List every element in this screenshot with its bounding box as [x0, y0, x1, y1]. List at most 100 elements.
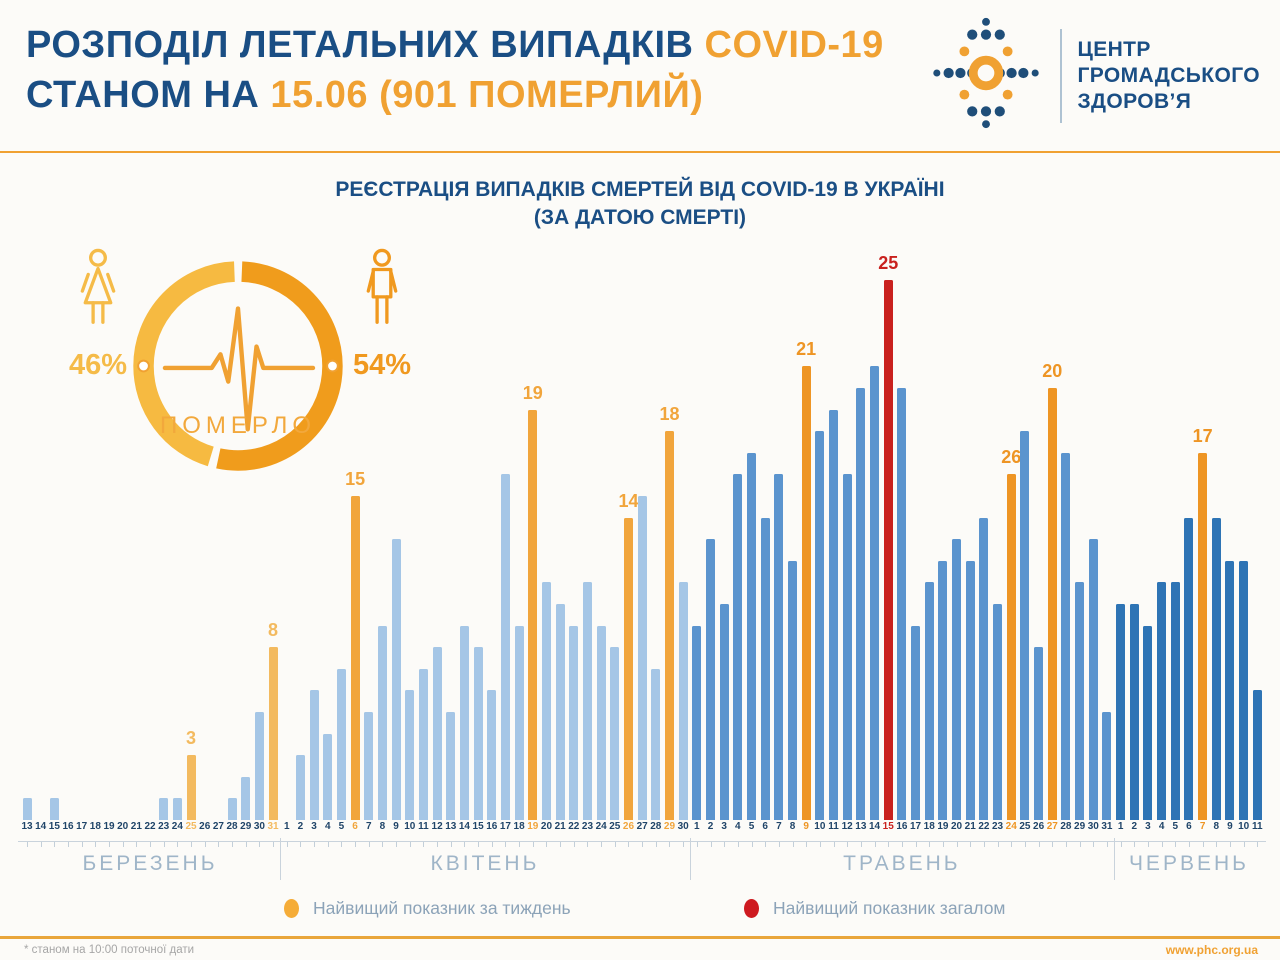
date-label-ТРАВЕНЬ-13: 13 — [855, 821, 867, 832]
bar-ТРАВЕНЬ-4 — [733, 474, 743, 820]
axis-tick — [396, 842, 398, 847]
date-label-ТРАВЕНЬ-27: 27 — [1046, 821, 1058, 832]
axis-tick — [327, 842, 329, 847]
chart-title: РЕЄСТРАЦІЯ ВИПАДКІВ СМЕРТЕЙ ВІД COVID-19… — [0, 176, 1280, 232]
date-label-ТРАВЕНЬ-14: 14 — [868, 821, 881, 832]
bar-ЧЕРВЕНЬ-3 — [1143, 625, 1153, 820]
orange-dot-icon — [284, 899, 299, 918]
axis-tick — [232, 842, 234, 847]
bar-ТРАВЕНЬ-14 — [870, 366, 880, 820]
value-label-КВІТЕНЬ-26: 14 — [618, 490, 639, 511]
date-label-ТРАВЕНЬ-29: 29 — [1074, 821, 1086, 832]
date-label-БЕРЕЗЕНЬ-20: 20 — [117, 821, 129, 832]
bar-ЧЕРВЕНЬ-7 — [1198, 452, 1208, 820]
bar-ТРАВЕНЬ-3 — [719, 604, 729, 820]
bar-КВІТЕНЬ-3 — [309, 690, 319, 820]
date-label-ЧЕРВЕНЬ-5: 5 — [1172, 821, 1179, 832]
axis-tick — [1257, 842, 1259, 847]
date-label-ТРАВЕНЬ-20: 20 — [950, 821, 963, 832]
bar-ТРАВЕНЬ-26 — [1034, 647, 1044, 820]
axis-tick — [273, 842, 275, 847]
bar-КВІТЕНЬ-8 — [377, 625, 387, 820]
red-dot-icon — [744, 899, 759, 918]
axis-tick — [368, 842, 370, 847]
date-label-ЧЕРВЕНЬ-4: 4 — [1158, 821, 1165, 832]
date-label-КВІТЕНЬ-9: 9 — [393, 821, 399, 832]
date-label-ТРАВЕНЬ-6: 6 — [762, 821, 768, 832]
axis-tick — [806, 842, 808, 847]
date-label-КВІТЕНЬ-21: 21 — [554, 821, 566, 832]
logo-text: ЦЕНТР ГРОМАДСЬКОГО ЗДОРОВ’Я — [1077, 37, 1260, 115]
date-label-БЕРЕЗЕНЬ-24: 24 — [171, 821, 183, 832]
axis-tick — [1079, 842, 1081, 847]
date-label-ТРАВЕНЬ-1: 1 — [694, 821, 700, 832]
axis-tick — [778, 842, 780, 847]
axis-tick — [765, 842, 767, 847]
date-label-БЕРЕЗЕНЬ-18: 18 — [89, 821, 101, 832]
axis-tick — [218, 842, 220, 847]
bar-ЧЕРВЕНЬ-4 — [1157, 582, 1167, 820]
date-label-БЕРЕЗЕНЬ-15: 15 — [48, 821, 60, 832]
bar-ТРАВЕНЬ-27 — [1047, 388, 1057, 820]
phc-logo: ЦЕНТР ГРОМАДСЬКОГО ЗДОРОВ’Я — [927, 14, 1260, 137]
bar-КВІТЕНЬ-26 — [623, 517, 633, 820]
date-label-КВІТЕНЬ-16: 16 — [486, 821, 498, 832]
axis-tick — [710, 842, 712, 847]
bar-КВІТЕНЬ-14 — [459, 625, 469, 820]
bar-ТРАВЕНЬ-16 — [897, 388, 907, 820]
date-label-КВІТЕНЬ-17: 17 — [499, 821, 511, 832]
bar-КВІТЕНЬ-2 — [295, 755, 305, 820]
legend-overall-max-label: Найвищий показник загалом — [773, 898, 1006, 918]
axis-tick — [874, 842, 876, 847]
bar-БЕРЕЗЕНЬ-15 — [49, 798, 59, 820]
date-label-БЕРЕЗЕНЬ-31: 31 — [267, 821, 279, 832]
bar-ТРАВЕНЬ-18 — [924, 582, 934, 820]
axis-tick — [1106, 842, 1108, 847]
month-label-БЕРЕЗЕНЬ: БЕРЕЗЕНЬ — [82, 852, 218, 875]
bar-КВІТЕНЬ-4 — [323, 733, 333, 820]
page-title-line1: РОЗПОДІЛ ЛЕТАЛЬНИХ ВИПАДКІВ COVID-19 — [26, 20, 884, 70]
axis-tick — [437, 842, 439, 847]
date-label-ТРАВЕНЬ-9: 9 — [803, 821, 809, 832]
axis-tick — [1161, 842, 1163, 847]
date-label-ТРАВЕНЬ-23: 23 — [992, 821, 1004, 832]
date-label-КВІТЕНЬ-13: 13 — [445, 821, 457, 832]
footer-site-link[interactable]: www.phc.org.ua — [1165, 943, 1258, 957]
axis-tick — [737, 842, 739, 847]
date-label-ТРАВЕНЬ-21: 21 — [964, 821, 976, 832]
date-label-ТРАВЕНЬ-30: 30 — [1087, 821, 1099, 832]
axis-tick — [929, 842, 931, 847]
bar-КВІТЕНЬ-15 — [473, 647, 483, 820]
bar-ЧЕРВЕНЬ-1 — [1116, 604, 1126, 820]
axis-tick — [1052, 842, 1054, 847]
page-title-line2: СТАНОМ НА 15.06 (901 ПОМЕРЛИЙ) — [26, 70, 884, 120]
date-label-ЧЕРВЕНЬ-10: 10 — [1238, 821, 1250, 832]
chart-title-line1: РЕЄСТРАЦІЯ ВИПАДКІВ СМЕРТЕЙ ВІД COVID-19… — [335, 178, 945, 201]
date-label-ТРАВЕНЬ-10: 10 — [814, 821, 826, 832]
date-label-КВІТЕНЬ-8: 8 — [379, 821, 386, 832]
date-label-КВІТЕНЬ-27: 27 — [636, 821, 648, 832]
date-label-КВІТЕНЬ-15: 15 — [472, 821, 484, 832]
axis-tick — [751, 842, 753, 847]
axis-tick — [655, 842, 657, 847]
month-label-ТРАВЕНЬ: ТРАВЕНЬ — [843, 852, 961, 875]
date-label-БЕРЕЗЕНЬ-28: 28 — [226, 821, 238, 832]
date-label-ЧЕРВЕНЬ-9: 9 — [1227, 821, 1233, 832]
date-label-КВІТЕНЬ-19: 19 — [527, 821, 539, 832]
bar-БЕРЕЗЕНЬ-30 — [254, 712, 264, 820]
axis-tick — [1216, 842, 1218, 847]
logo-text-line3: ЗДОРОВ’Я — [1077, 89, 1192, 113]
bar-ТРАВЕНЬ-31 — [1102, 712, 1112, 820]
date-label-ЧЕРВЕНЬ-3: 3 — [1145, 821, 1151, 832]
chart-title-line2: (ЗА ДАТОЮ СМЕРТІ) — [533, 206, 747, 229]
axis-tick — [888, 842, 890, 847]
logo-text-line2: ГРОМАДСЬКОГО — [1077, 63, 1260, 87]
bar-КВІТЕНЬ-21 — [555, 604, 565, 820]
bar-ЧЕРВЕНЬ-5 — [1170, 582, 1180, 820]
date-label-КВІТЕНЬ-4: 4 — [324, 821, 331, 832]
title-line2-dark: СТАНОМ НА — [26, 74, 271, 116]
left-seam-dot — [137, 359, 150, 373]
bar-ТРАВЕНЬ-11 — [829, 409, 839, 820]
axis-tick — [27, 842, 28, 847]
bar-КВІТЕНЬ-10 — [405, 690, 415, 820]
